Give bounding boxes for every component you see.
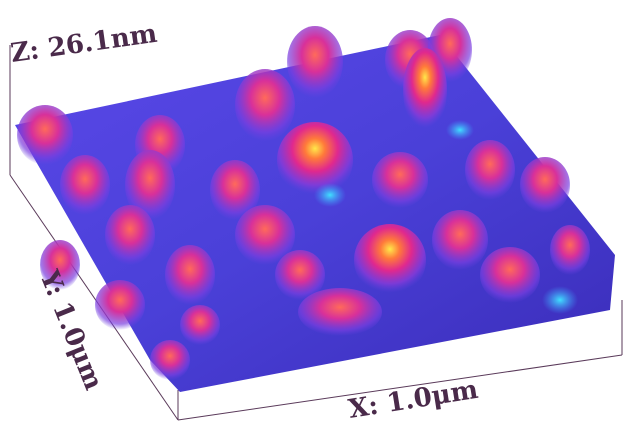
axis-box xyxy=(9,45,623,421)
surface xyxy=(15,18,615,392)
x-label: X: 1.0μm xyxy=(346,375,480,425)
z-label: Z: 26.1nm xyxy=(9,19,159,69)
